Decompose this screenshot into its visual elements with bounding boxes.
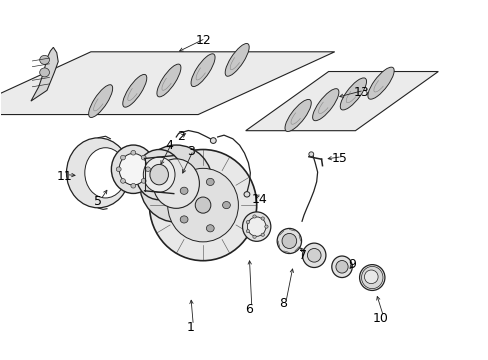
Ellipse shape xyxy=(191,54,215,86)
Ellipse shape xyxy=(244,192,249,197)
Polygon shape xyxy=(0,52,334,114)
Ellipse shape xyxy=(150,165,168,185)
Ellipse shape xyxy=(66,138,130,208)
Ellipse shape xyxy=(252,215,256,218)
Text: 14: 14 xyxy=(251,193,266,206)
Ellipse shape xyxy=(335,261,347,273)
Ellipse shape xyxy=(141,179,146,183)
Ellipse shape xyxy=(206,178,214,185)
Ellipse shape xyxy=(167,168,238,242)
Ellipse shape xyxy=(247,217,265,236)
Ellipse shape xyxy=(145,167,150,172)
Text: 12: 12 xyxy=(195,33,210,47)
Text: 1: 1 xyxy=(186,320,194,333)
Ellipse shape xyxy=(180,187,187,194)
Text: 6: 6 xyxy=(245,303,253,316)
Ellipse shape xyxy=(40,68,49,77)
Ellipse shape xyxy=(359,265,384,291)
Text: 15: 15 xyxy=(331,152,347,165)
Text: 4: 4 xyxy=(164,139,172,152)
Ellipse shape xyxy=(222,202,230,209)
Ellipse shape xyxy=(277,228,301,253)
Text: 7: 7 xyxy=(298,249,306,262)
Ellipse shape xyxy=(252,235,256,238)
Ellipse shape xyxy=(224,44,249,76)
Ellipse shape xyxy=(312,89,338,121)
Ellipse shape xyxy=(131,150,136,155)
Ellipse shape xyxy=(121,155,125,160)
Ellipse shape xyxy=(153,159,199,208)
Ellipse shape xyxy=(308,152,313,157)
Ellipse shape xyxy=(282,233,296,248)
Ellipse shape xyxy=(285,99,311,131)
Text: 2: 2 xyxy=(177,130,184,144)
Text: 9: 9 xyxy=(347,258,355,271)
Ellipse shape xyxy=(140,145,212,222)
Text: 8: 8 xyxy=(279,297,287,310)
Ellipse shape xyxy=(119,153,147,185)
Ellipse shape xyxy=(122,75,146,107)
Ellipse shape xyxy=(206,225,214,232)
Ellipse shape xyxy=(84,148,126,198)
Ellipse shape xyxy=(340,78,366,110)
Ellipse shape xyxy=(242,212,270,241)
Ellipse shape xyxy=(245,230,249,233)
Ellipse shape xyxy=(361,266,382,289)
Ellipse shape xyxy=(88,85,112,117)
Ellipse shape xyxy=(141,155,146,160)
Ellipse shape xyxy=(131,183,136,188)
Ellipse shape xyxy=(143,157,175,192)
Ellipse shape xyxy=(149,149,256,261)
Ellipse shape xyxy=(331,256,351,278)
Ellipse shape xyxy=(364,270,377,284)
Polygon shape xyxy=(31,47,58,101)
Ellipse shape xyxy=(367,67,393,99)
Ellipse shape xyxy=(264,225,267,228)
Ellipse shape xyxy=(157,64,181,97)
Text: 10: 10 xyxy=(372,311,388,325)
Polygon shape xyxy=(245,72,437,131)
Ellipse shape xyxy=(307,248,321,262)
Text: 3: 3 xyxy=(186,145,194,158)
Text: 13: 13 xyxy=(353,86,368,99)
Ellipse shape xyxy=(121,179,125,183)
Ellipse shape xyxy=(116,167,121,172)
Ellipse shape xyxy=(180,216,187,223)
Ellipse shape xyxy=(245,220,249,224)
Text: 5: 5 xyxy=(94,195,102,208)
Ellipse shape xyxy=(302,243,325,267)
Ellipse shape xyxy=(111,145,155,193)
Ellipse shape xyxy=(210,138,216,143)
Ellipse shape xyxy=(40,55,49,64)
Text: 11: 11 xyxy=(56,170,72,183)
Ellipse shape xyxy=(261,217,264,220)
Ellipse shape xyxy=(261,233,264,237)
Ellipse shape xyxy=(136,149,182,200)
Ellipse shape xyxy=(195,197,210,213)
